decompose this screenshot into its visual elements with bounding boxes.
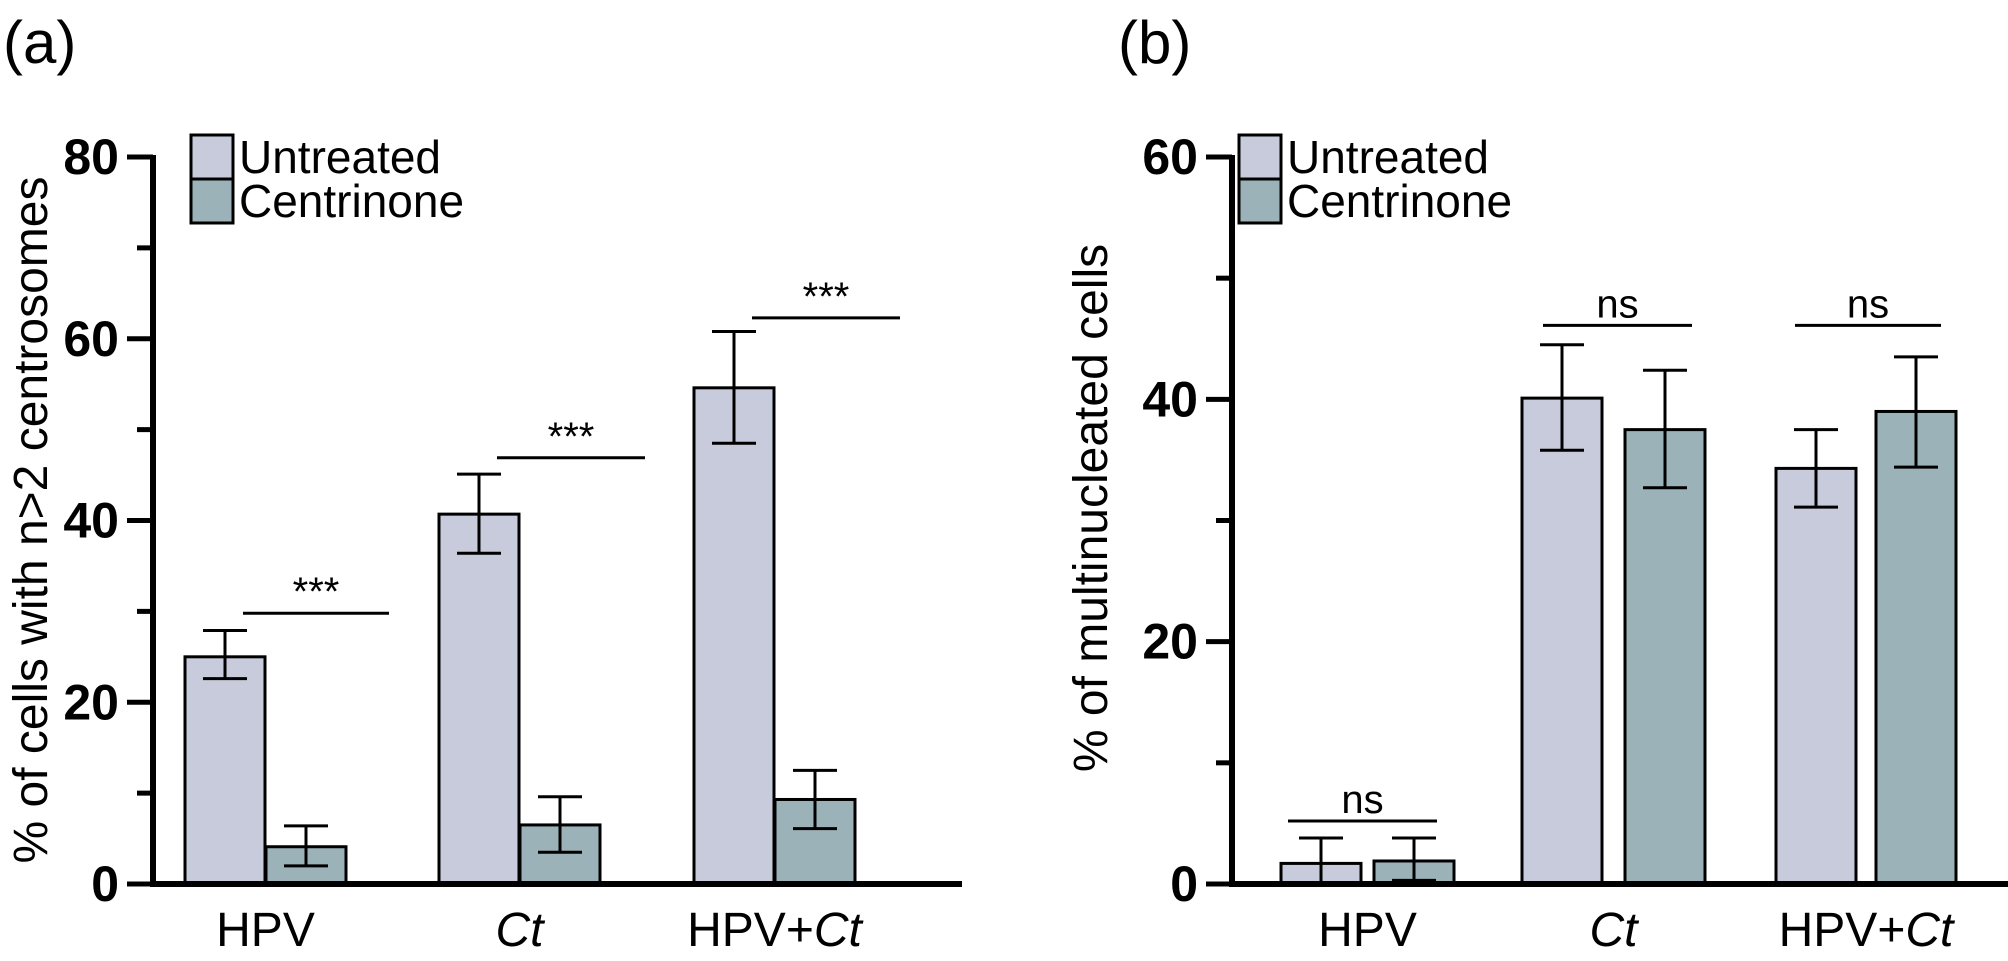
significance-label: *** <box>293 570 340 614</box>
x-tick-label-italic: Ct <box>814 904 864 957</box>
x-tick-label-part: HPV+ <box>1779 904 1906 957</box>
significance-label: *** <box>548 415 595 459</box>
y-tick-label: 60 <box>63 311 119 367</box>
y-tick-label: 0 <box>1170 856 1198 912</box>
y-axis-label: % of cells with n>2 centrosomes <box>5 177 58 864</box>
panel-b-chart: (b) % of multinucleated cells ns ns ns 0 20 40 6… <box>1065 9 2008 957</box>
x-tick-label: HPV <box>1318 904 1417 957</box>
y-tick-label: 40 <box>63 493 119 549</box>
legend-label: Untreated <box>239 131 441 183</box>
legend-swatch-untreated <box>189 133 235 181</box>
significance-label: *** <box>803 275 850 319</box>
y-tick-label: 20 <box>1142 614 1198 670</box>
x-tick-label: HPV+Ct <box>687 904 863 957</box>
legend-label: Centrinone <box>1287 175 1512 227</box>
y-tick-label: 0 <box>91 856 119 912</box>
x-tick-label-part: HPV <box>216 904 315 957</box>
x-tick-label-part: HPV <box>1318 904 1417 957</box>
significance-label: ns <box>1596 282 1638 326</box>
legend-label: Untreated <box>1287 131 1489 183</box>
bar-untreated-1 <box>1520 396 1604 886</box>
x-tick-label: HPV+Ct <box>1779 904 1955 957</box>
x-tick-label-part: HPV+ <box>687 904 814 957</box>
significance-label: ns <box>1847 282 1889 326</box>
y-tick-label: 20 <box>63 674 119 730</box>
y-tick-label: 80 <box>63 129 119 185</box>
bar-untreated-2 <box>1774 466 1858 886</box>
y-tick-label: 60 <box>1142 129 1198 185</box>
x-tick-label-italic: Ct <box>496 904 546 957</box>
y-tick-label: 40 <box>1142 371 1198 427</box>
y-axis-label: % of multinucleated cells <box>1065 244 1118 772</box>
bar-centrinone-1 <box>1623 428 1707 886</box>
x-tick-label: HPV <box>216 904 315 957</box>
legend-swatch-centrinone <box>1237 177 1283 225</box>
bar-untreated-0 <box>183 655 267 886</box>
panel-label: (b) <box>1118 9 1191 76</box>
panel-a-chart: (a) % of cells with n>2 centrosomes *** ***… <box>3 9 962 957</box>
significance-label: ns <box>1341 778 1383 822</box>
x-tick-label-italic: Ct <box>1905 904 1955 957</box>
bar-centrinone-2 <box>1874 409 1958 886</box>
bar-untreated-2 <box>692 386 776 886</box>
bar-untreated-1 <box>437 512 521 886</box>
x-tick-label: Ct <box>496 904 546 957</box>
x-tick-label: Ct <box>1590 904 1640 957</box>
legend-label: Centrinone <box>239 175 464 227</box>
legend-swatch-centrinone <box>189 177 235 225</box>
legend-swatch-untreated <box>1237 133 1283 181</box>
panel-label: (a) <box>3 9 76 76</box>
x-tick-label-italic: Ct <box>1590 904 1640 957</box>
